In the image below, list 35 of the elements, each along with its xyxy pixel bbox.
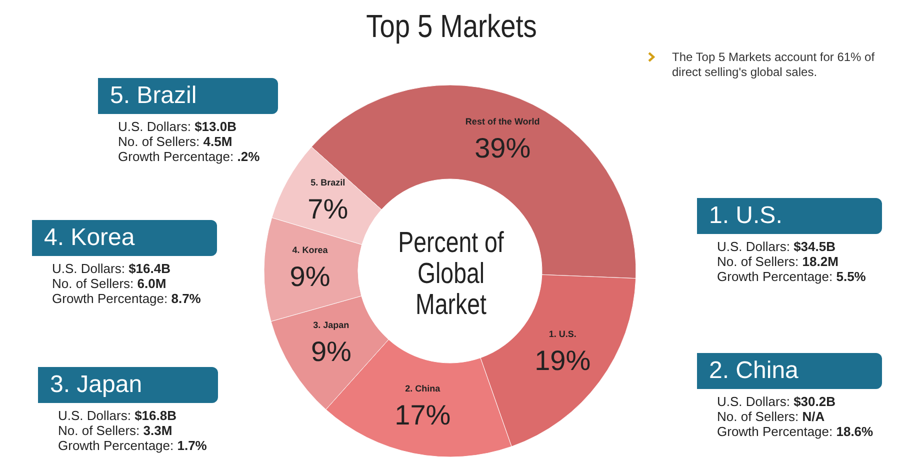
- text: No. of Sellers: 3.3M: [57, 423, 174, 438]
- text: Growth Percentage: 8.7%: [51, 291, 202, 306]
- text: U.S. Dollars: $30.2B: [716, 394, 836, 409]
- text: Growth Percentage: .2%: [117, 149, 261, 164]
- text: Growth Percentage: 1.7%: [57, 438, 208, 453]
- data-label: 7%: [308, 194, 348, 225]
- text: 4. Korea: [32, 220, 217, 256]
- text: 5. Brazil: [98, 78, 278, 114]
- text: Growth Percentage: 5.5%: [716, 269, 867, 284]
- data-label: 39%: [474, 132, 531, 164]
- text: U.S. Dollars: $16.4B: [51, 261, 172, 276]
- chart-title: Top 5 Markets: [365, 8, 538, 45]
- data-label: 19%: [534, 345, 591, 376]
- data-label: 9%: [310, 336, 352, 368]
- text: No. of Sellers: 18.2M: [716, 254, 840, 269]
- text: The Top 5 Markets account for 61% of direct selling's global sales.: [672, 50, 875, 79]
- text: Growth Percentage: 18.6%: [716, 424, 874, 439]
- text: U.S. Dollars: $13.0B: [117, 119, 238, 134]
- text: No. of Sellers: 4.5M: [117, 134, 234, 149]
- slice-label: 5. Brazil: [310, 178, 346, 188]
- text: No. of Sellers: N/A: [716, 409, 826, 424]
- slice-label: 4. Korea: [292, 244, 329, 255]
- text: 2. China: [697, 353, 882, 389]
- data-label: 17%: [394, 399, 451, 430]
- text: 1. U.S.: [697, 198, 882, 234]
- slice-label: 1. U.S.: [548, 329, 576, 340]
- text: 3. Japan: [38, 367, 218, 403]
- slice-label: Rest of the World: [465, 116, 540, 126]
- text: U.S. Dollars: $34.5B: [716, 239, 836, 254]
- text: U.S. Dollars: $16.8B: [57, 408, 178, 423]
- slice-label: 2. China: [405, 383, 442, 394]
- slice-label: 3. Japan: [313, 320, 350, 330]
- text: No. of Sellers: 6.0M: [51, 276, 168, 291]
- text: Percent of Global Market: [397, 227, 505, 321]
- data-label: 9%: [290, 260, 330, 292]
